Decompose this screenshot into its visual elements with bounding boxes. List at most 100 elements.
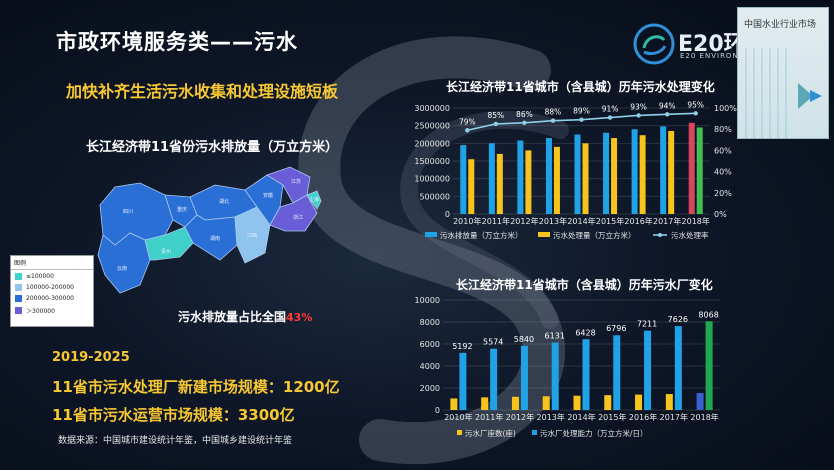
y-tick-label: 0 — [435, 406, 440, 415]
capacity-data-label: 6428 — [575, 328, 595, 337]
x-tick-label: 2013年 — [537, 412, 565, 422]
x-tick-label: 2017年 — [660, 412, 688, 422]
legend-item: ≤100000 — [11, 270, 93, 281]
bar-plant-count — [450, 398, 458, 410]
bar-treated — [525, 150, 532, 214]
province-label: 湖北 — [219, 198, 229, 205]
bar-treated — [639, 135, 646, 214]
capacity-data-label: 6796 — [606, 324, 626, 333]
bar-treated — [696, 127, 703, 214]
province-label: 湖南 — [210, 235, 220, 242]
market-new-build: 11省市污水处理厂新建市场规模：1200亿 — [52, 378, 340, 396]
bar-plant-count — [511, 396, 519, 410]
x-tick-label: 2012年 — [510, 216, 538, 226]
rate-point — [693, 111, 698, 116]
capacity-data-label: 7211 — [637, 320, 657, 329]
x-tick-label: 2017年 — [653, 216, 681, 226]
bar-treated — [553, 146, 560, 214]
wastewater-treatment-chart: 0 500000 1000000 1500000 2000000 2500000 30000… — [414, 100, 737, 240]
x-tick-label: 2018年 — [690, 412, 718, 422]
share-label-text: 污水排放量占比全国 — [178, 310, 287, 324]
bar-capacity — [705, 321, 713, 410]
y-tick-label: 3000000 — [414, 104, 450, 113]
x-tick-label: 2018年 — [682, 216, 710, 226]
legend-swatch — [15, 284, 22, 291]
national-share-label: 污水排放量占比全国43% — [178, 308, 312, 325]
x-tick-label: 2014年 — [567, 216, 595, 226]
y-tick-label: 2000000 — [414, 139, 450, 148]
legend-swatch-capacity — [532, 430, 537, 435]
bar-treated — [611, 138, 618, 214]
slide-title: 市政环境服务类——污水 — [56, 30, 298, 54]
y-tick-label: 0 — [445, 210, 450, 219]
legend-item: 100000-200000 — [11, 281, 93, 292]
x-tick-label: 2015年 — [598, 412, 626, 422]
y-tick-label: 1000000 — [414, 175, 450, 184]
province-label: 江西 — [247, 232, 257, 239]
rate-data-label: 91% — [602, 105, 619, 114]
rate-data-label: 86% — [516, 110, 533, 119]
x-tick-label: 2016年 — [624, 216, 652, 226]
capacity-data-label: 5840 — [514, 335, 534, 344]
legend-label: ＞300000 — [26, 308, 55, 315]
legend-point-rate — [658, 233, 662, 237]
province-hunan — [184, 214, 238, 261]
legend-label-rate: 污水处理率 — [671, 230, 709, 240]
x-tick-label: 2010年 — [444, 412, 472, 422]
bar-plant-count — [635, 394, 643, 410]
bar-capacity — [459, 352, 467, 410]
y2-tick-label: 60% — [714, 146, 732, 155]
y-tick-label: 4000 — [420, 362, 440, 371]
bar-plant-count — [573, 395, 581, 410]
legend-swatch-plants — [457, 430, 462, 435]
x-tick-label: 2014年 — [567, 412, 595, 422]
province-guizhou — [144, 226, 194, 261]
bar-treated — [582, 143, 589, 214]
rate-point — [607, 115, 613, 120]
cover-graphic — [745, 48, 822, 138]
capacity-data-label: 7626 — [668, 315, 688, 324]
bar-discharge — [460, 145, 467, 214]
bar-discharge — [631, 129, 638, 214]
rate-data-label: 93% — [630, 102, 647, 111]
y-tick-label: 2000 — [420, 384, 440, 393]
cover-title: 中国水业行业市场 — [744, 20, 817, 30]
bar-discharge — [660, 126, 667, 214]
bar-discharge — [574, 134, 581, 214]
bar-discharge — [603, 132, 610, 214]
province-label: 云南 — [117, 265, 127, 272]
market-years: 2019-2025 — [52, 350, 130, 365]
capacity-data-label: 5574 — [483, 338, 503, 347]
bar-capacity — [582, 339, 590, 410]
bar-capacity — [490, 348, 498, 410]
bar-capacity — [613, 335, 621, 410]
chart2-title: 长江经济带11省城市（含县城）历年污水厂变化 — [456, 278, 713, 292]
e20-logo-icon — [633, 23, 675, 65]
legend-title: 图例 — [11, 256, 93, 270]
bar-treated — [668, 130, 675, 214]
chart1-title: 长江经济带11省城市（含县城）历年污水处理变化 — [446, 80, 715, 94]
rate-point — [550, 118, 556, 123]
bar-capacity — [551, 342, 559, 410]
section-subtitle: 加快补齐生活污水收集和处理设施短板 — [66, 82, 339, 101]
bar-plant-count — [542, 396, 550, 410]
x-tick-label: 2012年 — [506, 412, 534, 422]
y-tick-label: 8000 — [420, 318, 440, 327]
map-title: 长江经济带11省份污水排放量（万立方米） — [86, 140, 339, 155]
province-yunnan — [97, 232, 151, 294]
bar-treated — [468, 159, 475, 214]
province-zhejiang — [269, 194, 318, 232]
y2-tick-label: 100% — [714, 104, 737, 113]
bar-capacity — [520, 345, 528, 410]
x-tick-label: 2016年 — [629, 412, 657, 422]
bar-capacity — [644, 330, 652, 410]
data-source-note: 数据来源：中国城市建设统计年鉴，中国城乡建设统计年鉴 — [58, 436, 293, 446]
y2-tick-label: 0% — [714, 210, 727, 219]
share-percent: 43% — [286, 311, 313, 324]
rate-data-label: 85% — [487, 111, 504, 120]
wastewater-plants-chart: 0 2000 4000 6000 8000 10000 5192 2010年 5574 2011年… — [415, 296, 720, 438]
legend-item: ＞300000 — [11, 303, 93, 316]
legend-swatch-treated — [538, 232, 550, 237]
x-tick-label: 2011年 — [482, 216, 510, 226]
bar-plant-count — [604, 395, 612, 410]
